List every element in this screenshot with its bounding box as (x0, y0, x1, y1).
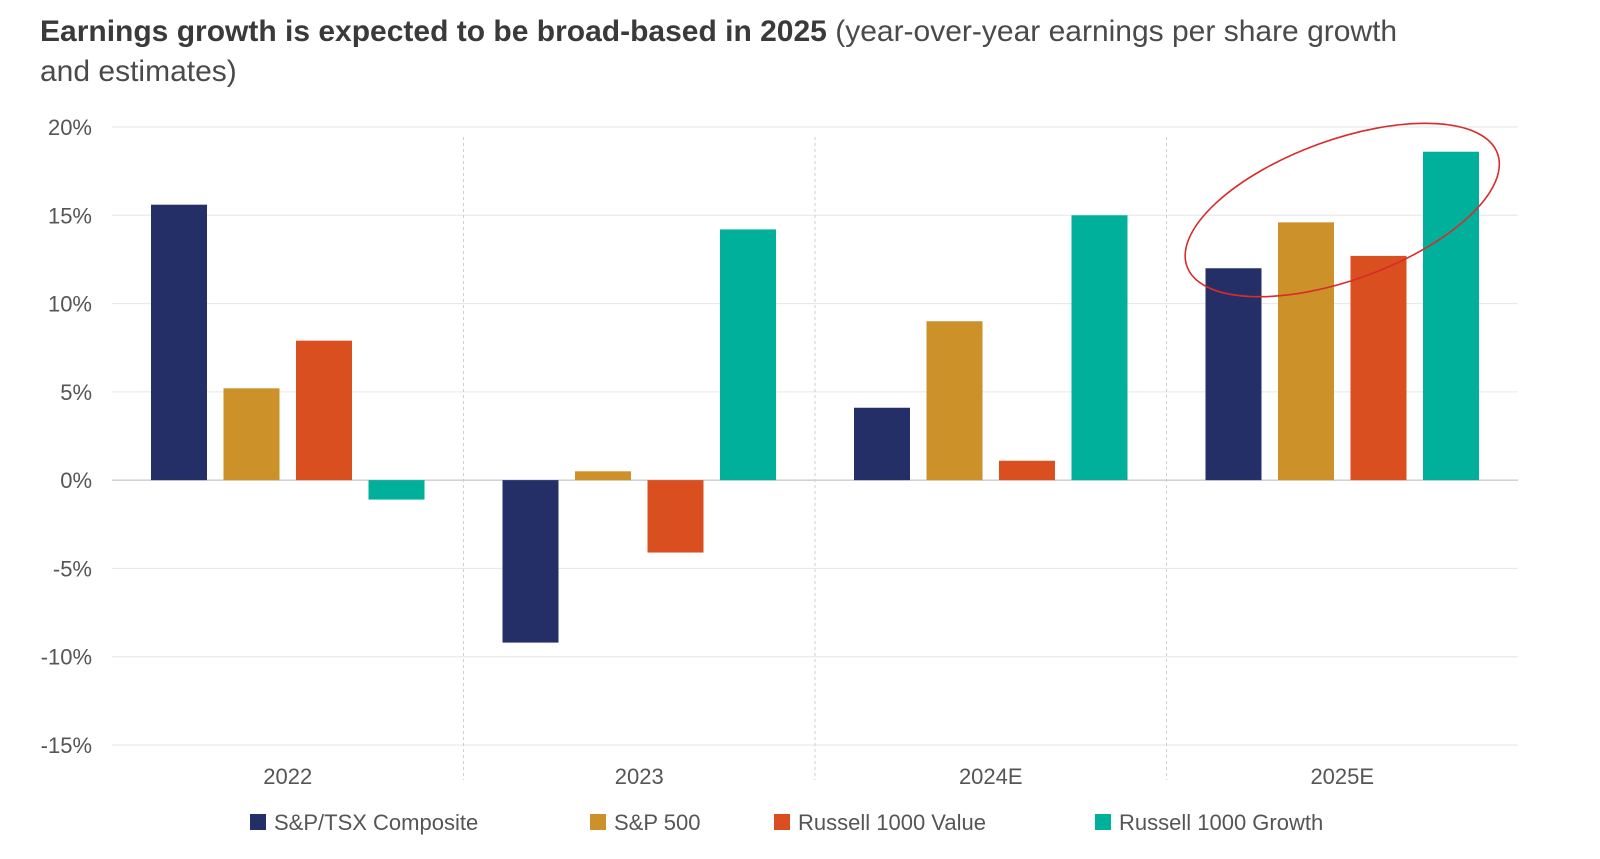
chart-title: Earnings growth is expected to be broad-… (40, 12, 1420, 92)
annotations (1184, 122, 1501, 298)
x-category-label: 2022 (263, 764, 312, 789)
legend-swatch-s-p-500 (590, 814, 606, 830)
y-tick-label: -15% (41, 733, 92, 758)
x-category-label: 2025E (1310, 764, 1374, 789)
legend-label-russell-1000-value: Russell 1000 Value (798, 810, 986, 835)
bars (151, 151, 1479, 643)
legend-swatch-russell-1000-value (774, 814, 790, 830)
x-axis-categories: 2022 2023 2024E 2025E (263, 764, 1374, 789)
x-category-label: 2023 (615, 764, 664, 789)
bar-s-p-500-2024e (926, 321, 983, 481)
bar-s-p-tsx-composite-2024e (854, 407, 910, 481)
bar-russell-1000-value-2023 (647, 480, 704, 553)
y-tick-label: -5% (53, 556, 92, 581)
legend-label-s-p-tsx-composite: S&P/TSX Composite (274, 810, 478, 835)
bar-russell-1000-growth-2025e (1423, 151, 1479, 481)
bar-russell-1000-value-2022 (296, 340, 352, 481)
chart-subtitle: (year-over-year earnings per share growt… (40, 15, 1398, 88)
legend-swatch-s-p-tsx-composite (250, 814, 266, 830)
bar-s-p-500-2022 (223, 388, 280, 481)
y-axis-ticks: 20% 15% 10% 5% 0% -5% -10% -15% (41, 115, 92, 758)
chart-title-main: Earnings growth is expected to be broad-… (40, 15, 827, 48)
bar-s-p-500-2025e (1278, 222, 1334, 481)
category-dividers (463, 137, 1167, 780)
legend-swatch-russell-1000-growth (1095, 814, 1111, 830)
bar-russell-1000-growth-2022 (368, 480, 425, 500)
legend: S&P/TSX Composite S&P 500 Russell 1000 Val… (250, 810, 1323, 835)
bar-s-p-tsx-composite-2023 (502, 480, 559, 643)
highlight-ellipse (1184, 122, 1501, 298)
bar-russell-1000-growth-2024e (1071, 215, 1128, 481)
bar-russell-1000-growth-2023 (720, 229, 776, 481)
y-tick-label: 20% (48, 115, 92, 140)
bar-s-p-500-2023 (575, 471, 631, 481)
y-tick-label: 5% (60, 380, 92, 405)
y-tick-label: 15% (48, 203, 92, 228)
bar-s-p-tsx-composite-2025e (1205, 268, 1262, 481)
bar-s-p-tsx-composite-2022 (151, 204, 207, 481)
x-category-label: 2024E (959, 764, 1023, 789)
y-tick-label: -10% (41, 645, 92, 670)
legend-label-russell-1000-growth: Russell 1000 Growth (1119, 810, 1323, 835)
bar-russell-1000-value-2024e (999, 460, 1055, 481)
y-tick-label: 10% (48, 292, 92, 317)
bar-russell-1000-value-2025e (1350, 255, 1407, 481)
legend-label-s-p-500: S&P 500 (614, 810, 700, 835)
y-tick-label: 0% (60, 468, 92, 493)
